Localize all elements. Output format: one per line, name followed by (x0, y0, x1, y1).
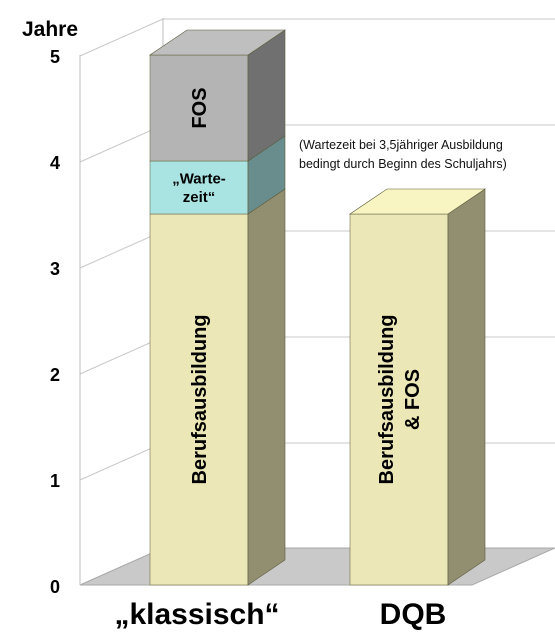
y-axis-title: Jahre (22, 18, 78, 41)
y-tick-label: 1 (50, 471, 60, 491)
bar-stack: Berufsausbildung & FOS (349, 188, 486, 586)
bar-stack: Berufsausbildung „Warte-zeit“ FOS (149, 29, 286, 586)
bars: Berufsausbildung„Warte-zeit“FOSBerufsaus… (149, 29, 486, 586)
bar-segment-side (247, 188, 286, 586)
y-axis-ticks: 0 1 2 3 4 5 (50, 47, 60, 597)
gridline-diagonal (79, 124, 164, 163)
annotation-line: bedingt durch Beginn des Schuljahrs) (299, 157, 507, 171)
segment-label: FOS (189, 87, 211, 128)
y-tick-label: 3 (50, 259, 60, 279)
bar-segment-front (149, 160, 249, 215)
y-tick-label: 2 (50, 365, 60, 385)
category-labels: „klassisch“ DQB (114, 598, 446, 631)
gridline-diagonal (79, 442, 164, 481)
y-tick-label: 4 (50, 153, 60, 173)
bar-segment-front (149, 213, 249, 586)
annotation: (Wartezeit bei 3,5jähriger Ausbildung bed… (299, 138, 507, 171)
bar-segment-side (447, 188, 486, 586)
gridline-diagonal (79, 18, 164, 57)
bar-segment-front (349, 213, 449, 586)
category-label: DQB (380, 598, 447, 631)
y-tick-label: 5 (50, 47, 60, 67)
bar-segment-top (149, 29, 286, 56)
annotation-line: (Wartezeit bei 3,5jähriger Ausbildung (299, 138, 503, 152)
gridline-diagonal (79, 336, 164, 375)
bar-segment-top (349, 188, 486, 215)
segment-label: „Warte-zeit“ (172, 170, 226, 206)
y-tick-label: 0 (50, 577, 60, 597)
category-label: „klassisch“ (114, 598, 279, 631)
segment-label: Berufsausbildung & FOS (376, 314, 424, 484)
gridline-diagonal (79, 230, 164, 269)
segment-label: Berufsausbildung (189, 314, 211, 484)
